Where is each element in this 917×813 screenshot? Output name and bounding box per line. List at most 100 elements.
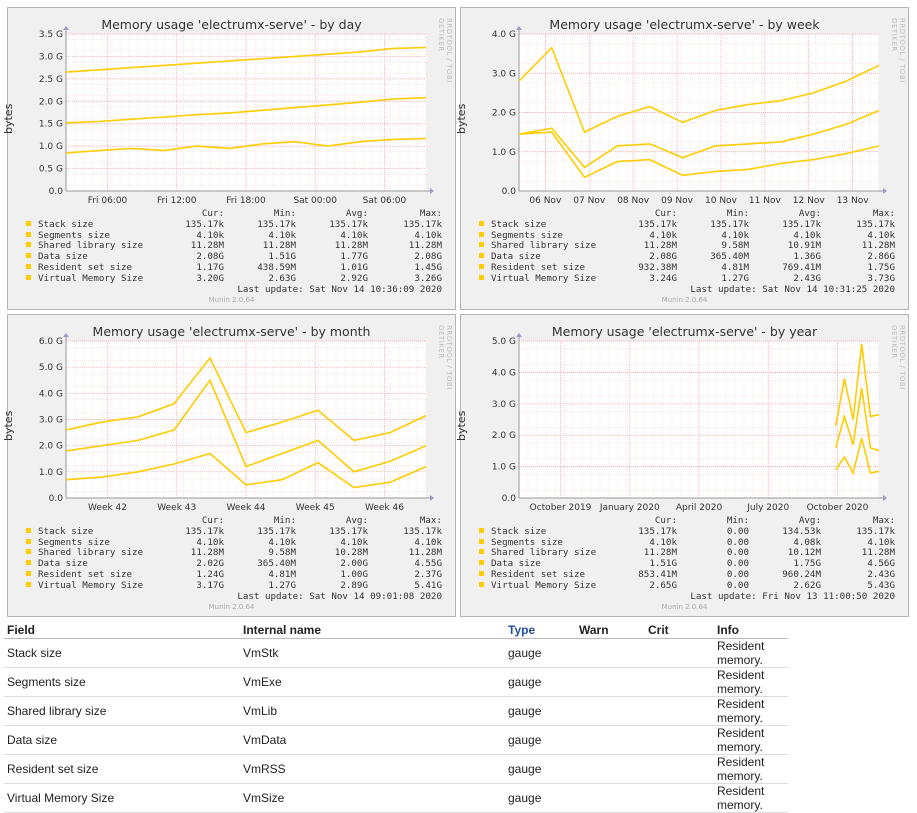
series-line: [518, 46, 880, 134]
legend-value-min: 1.27G: [721, 272, 749, 284]
legend-value-avg: 10.28M: [334, 547, 368, 559]
legend-value-cur: 135.17k: [185, 525, 224, 537]
legend-value-avg: 1.01G: [340, 261, 368, 273]
last-update: Last update: Fri Nov 13 11:00:50 2020: [690, 590, 895, 602]
legend-value-min: 365.40M: [257, 558, 296, 570]
graph-title: Memory usage 'electrumx-serve' - by week: [549, 17, 820, 32]
plot-by-month: 6.0 G 5.0 G 4.0 G 3.0 G 2.0 G 1.0 G 0.0 Week 42…: [39, 333, 434, 513]
legend-value-cur: 853.41M: [638, 568, 677, 580]
legend-swatch: [26, 242, 31, 248]
header-info: Info: [714, 622, 788, 639]
legend-value-max: 135.17k: [856, 525, 895, 537]
y-tick-label: 0.5 G: [39, 165, 63, 175]
legend-value-cur: 1.17G: [196, 261, 224, 273]
legend-value-min: 0.00: [726, 536, 749, 548]
cell-warn: [576, 725, 645, 755]
legend-label: Data size: [491, 558, 541, 570]
legend-row: Shared library size 11.28M 9.58M 10.28M 11.2…: [26, 547, 446, 558]
y-tick-label: 0.0: [502, 494, 517, 504]
legend-value-min: 438.59M: [257, 261, 296, 273]
y-tick-label: 2.0 G: [39, 97, 63, 107]
legend-value-avg: 2.89G: [340, 579, 368, 591]
legend-value-min: 0.00: [726, 558, 749, 570]
y-tick-label: 1.0 G: [39, 142, 63, 152]
legend: Cur: Min: Avg: Max: Stack size 135.17k 135.17k…: [26, 515, 446, 602]
legend-value-cur: 4.10k: [649, 536, 677, 548]
cell-field: Resident set size: [4, 754, 240, 784]
legend-value-cur: 11.28M: [643, 240, 677, 252]
table-row: Shared library size VmLib gauge Resident me…: [4, 696, 788, 726]
x-axis-arrow: [883, 188, 887, 194]
legend-header: Cur: Min: Avg: Max:: [26, 515, 446, 526]
legend-value-max: 4.10k: [867, 536, 895, 548]
series-line: [835, 344, 880, 426]
legend-header: Cur: Min: Avg: Max:: [479, 208, 899, 219]
munin-version: Munin 2.0.64: [661, 296, 708, 304]
legend-value-avg: 4.10k: [340, 229, 368, 241]
legend-label: Virtual Memory Size: [491, 272, 597, 284]
legend-value-avg: 2.00G: [340, 558, 368, 570]
cell-info: Resident memory.: [714, 667, 788, 697]
y-tick-label: 4.0 G: [492, 30, 516, 40]
legend-value-max: 1.75G: [867, 261, 895, 273]
table-row: Data size VmData gauge Resident memory.: [4, 725, 788, 755]
y-axis-label: bytes: [455, 410, 468, 441]
legend-value-max: 11.28M: [861, 547, 895, 559]
cell-crit: [645, 725, 714, 755]
legend-swatch: [26, 549, 31, 555]
legend-value-max: 135.17k: [403, 218, 442, 230]
x-tick-label: Week 42: [88, 503, 127, 513]
header-crit: Crit: [645, 622, 714, 639]
table-row: Virtual Memory Size VmSize gauge Resident m…: [4, 783, 788, 813]
legend-swatch: [26, 253, 31, 259]
cell-type: gauge: [505, 638, 576, 668]
cell-internal-name: VmStk: [240, 638, 505, 668]
y-tick-label: 1.5 G: [39, 120, 63, 130]
graph-by-month: 6.0 G 5.0 G 4.0 G 3.0 G 2.0 G 1.0 G 0.0 Week 42…: [2, 314, 456, 617]
legend-swatch: [479, 549, 484, 555]
legend-row: Virtual Memory Size 3.20G 2.63G 2.92G 3.26G: [26, 273, 446, 284]
legend-label: Data size: [38, 251, 88, 263]
legend-column-header: Min:: [726, 208, 749, 219]
x-tick-label: 09 Nov: [661, 196, 694, 206]
legend-row: Resident set size 853.41M 0.00 960.24M 2.43G: [479, 569, 899, 580]
table-header-row: Field Internal name Type Warn Crit Info: [4, 622, 788, 639]
legend-column-header: Min:: [273, 515, 296, 526]
legend-value-avg: 1.75G: [793, 558, 821, 570]
munin-version: Munin 2.0.64: [208, 296, 255, 304]
y-tick-label: 3.0 G: [492, 69, 516, 79]
legend-value-max: 5.43G: [867, 579, 895, 591]
legend-value-avg: 2.92G: [340, 272, 368, 284]
legend-swatch: [26, 581, 31, 587]
legend-label: Virtual Memory Size: [491, 579, 597, 591]
legend-value-cur: 135.17k: [638, 525, 677, 537]
legend-row: Shared library size 11.28M 11.28M 11.28M 11.…: [26, 240, 446, 251]
legend-row: Resident set size 1.24G 4.81M 1.00G 2.37G: [26, 569, 446, 580]
legend-value-max: 11.28M: [408, 240, 442, 252]
legend-label: Segments size: [38, 229, 110, 241]
y-tick-label: 2.5 G: [39, 75, 63, 85]
cell-warn: [576, 754, 645, 784]
series-line: [65, 452, 427, 489]
legend-label: Segments size: [491, 536, 563, 548]
y-axis-arrow: [63, 26, 69, 30]
legend-label: Stack size: [491, 218, 547, 230]
x-tick-label: July 2020: [746, 503, 789, 513]
legend-value-avg: 10.91M: [787, 240, 821, 252]
legend-swatch: [26, 538, 31, 544]
graph-title: Memory usage 'electrumx-serve' - by year: [551, 324, 818, 339]
legend-value-max: 3.73G: [867, 272, 895, 284]
legend-value-avg: 135.17k: [782, 218, 821, 230]
legend-value-cur: 135.17k: [638, 218, 677, 230]
legend-row: Virtual Memory Size 3.17G 1.27G 2.89G 5.41G: [26, 580, 446, 591]
legend-row: Segments size 4.10k 4.10k 4.10k 4.10k: [479, 230, 899, 241]
legend-column-header: Avg:: [345, 515, 368, 526]
legend-value-cur: 4.10k: [196, 536, 224, 548]
cell-info: Resident memory.: [714, 725, 788, 755]
legend-value-cur: 932.38M: [638, 261, 677, 273]
plot-by-day: 3.5 G 3.0 G 2.5 G 2.0 G 1.5 G 1.0 G 0.5 G 0.0 Fr…: [39, 26, 434, 206]
legend-value-min: 0.00: [726, 525, 749, 537]
x-tick-label: Fri 18:00: [226, 196, 266, 206]
y-tick-label: 5.0 G: [39, 363, 63, 373]
y-tick-label: 0.0: [49, 187, 64, 197]
